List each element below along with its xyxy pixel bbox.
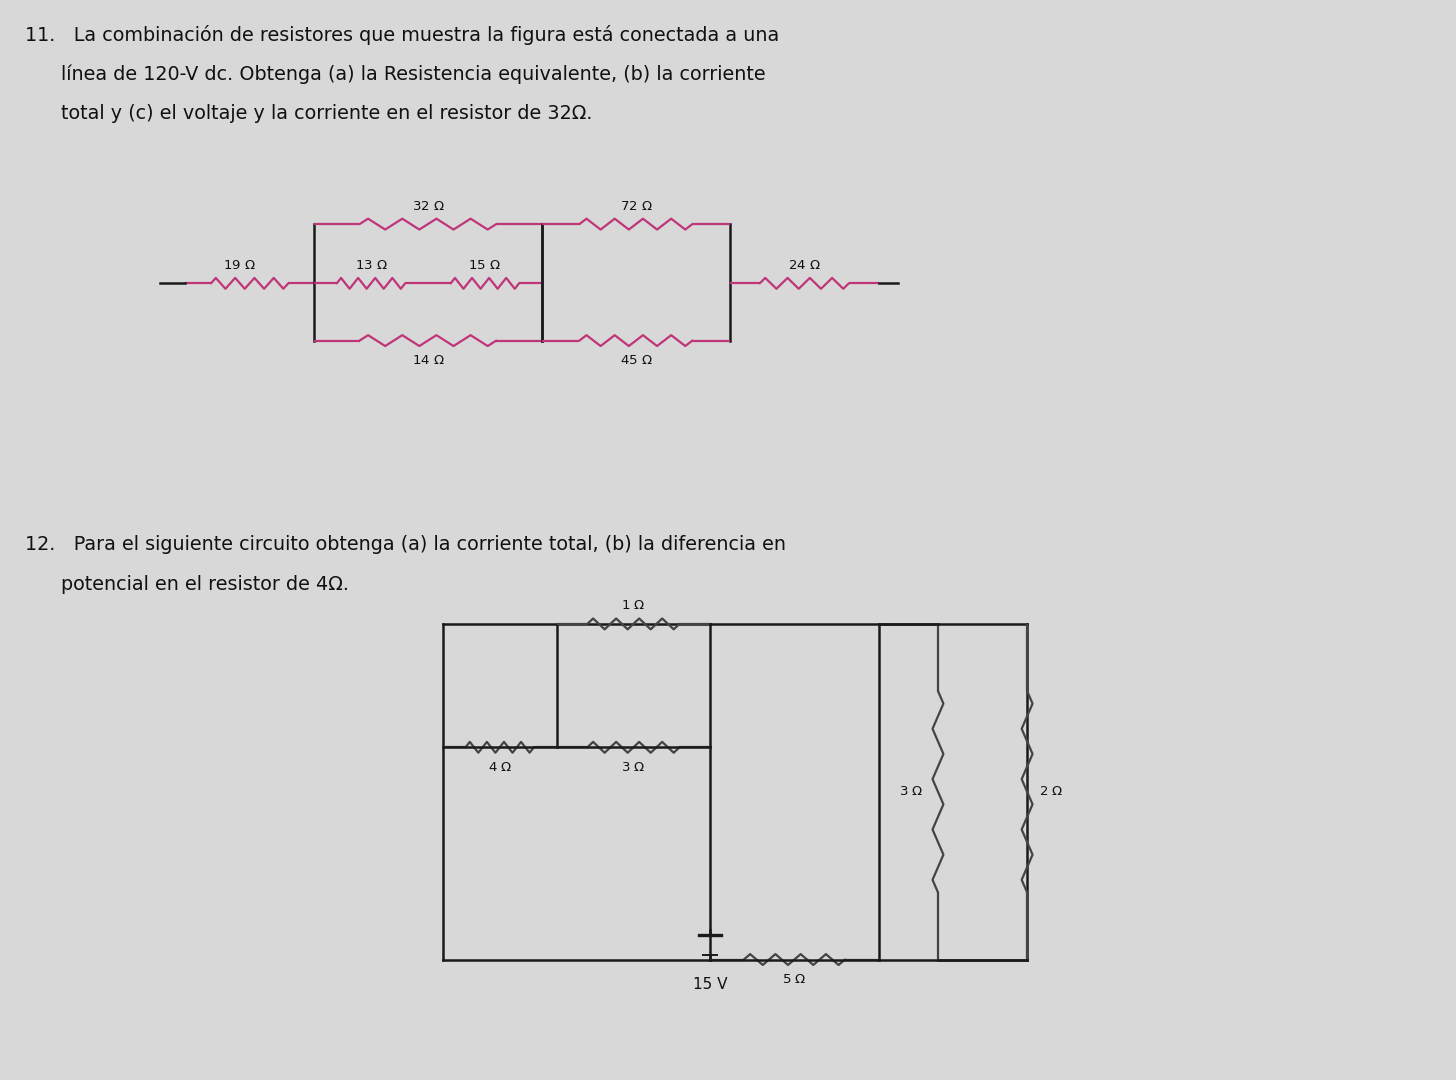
Text: 2 $\Omega$: 2 $\Omega$ (1040, 785, 1063, 798)
Text: 3 $\Omega$: 3 $\Omega$ (622, 761, 645, 774)
Text: 4 $\Omega$: 4 $\Omega$ (488, 761, 513, 774)
Text: 5 $\Omega$: 5 $\Omega$ (782, 973, 807, 986)
Text: 24 $\Omega$: 24 $\Omega$ (788, 259, 821, 272)
Text: potencial en el resistor de 4Ω.: potencial en el resistor de 4Ω. (61, 575, 349, 594)
Text: total y (c) el voltaje y la corriente en el resistor de 32Ω.: total y (c) el voltaje y la corriente en… (61, 104, 593, 123)
Text: 45 $\Omega$: 45 $\Omega$ (620, 354, 652, 367)
Text: 15 $\Omega$: 15 $\Omega$ (469, 259, 501, 272)
Text: línea de 120-V dc. Obtenga (a) la Resistencia equivalente, (b) la corriente: línea de 120-V dc. Obtenga (a) la Resist… (61, 64, 766, 83)
Text: 12.   Para el siguiente circuito obtenga (a) la corriente total, (b) la diferenc: 12. Para el siguiente circuito obtenga (… (25, 535, 786, 554)
Text: 32 $\Omega$: 32 $\Omega$ (412, 200, 444, 213)
Text: 14 $\Omega$: 14 $\Omega$ (412, 354, 444, 367)
Text: 3 $\Omega$: 3 $\Omega$ (898, 785, 923, 798)
Text: 11.   La combinación de resistores que muestra la figura está conectada a una: 11. La combinación de resistores que mue… (25, 25, 779, 44)
Text: 19 $\Omega$: 19 $\Omega$ (223, 259, 256, 272)
Text: 15 V: 15 V (693, 977, 728, 993)
Text: 13 $\Omega$: 13 $\Omega$ (355, 259, 387, 272)
Text: 1 $\Omega$: 1 $\Omega$ (622, 599, 645, 612)
Text: 72 $\Omega$: 72 $\Omega$ (620, 200, 652, 213)
